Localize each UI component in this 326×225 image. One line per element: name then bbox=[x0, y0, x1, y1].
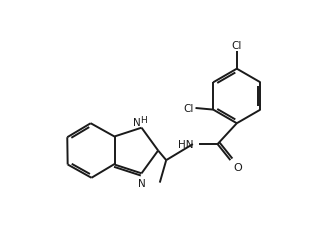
Text: N: N bbox=[133, 117, 141, 128]
Text: Cl: Cl bbox=[231, 40, 242, 51]
Text: N: N bbox=[138, 178, 145, 188]
Text: O: O bbox=[233, 162, 242, 172]
Text: HN: HN bbox=[178, 140, 194, 149]
Text: Cl: Cl bbox=[184, 104, 194, 113]
Text: H: H bbox=[140, 115, 146, 124]
